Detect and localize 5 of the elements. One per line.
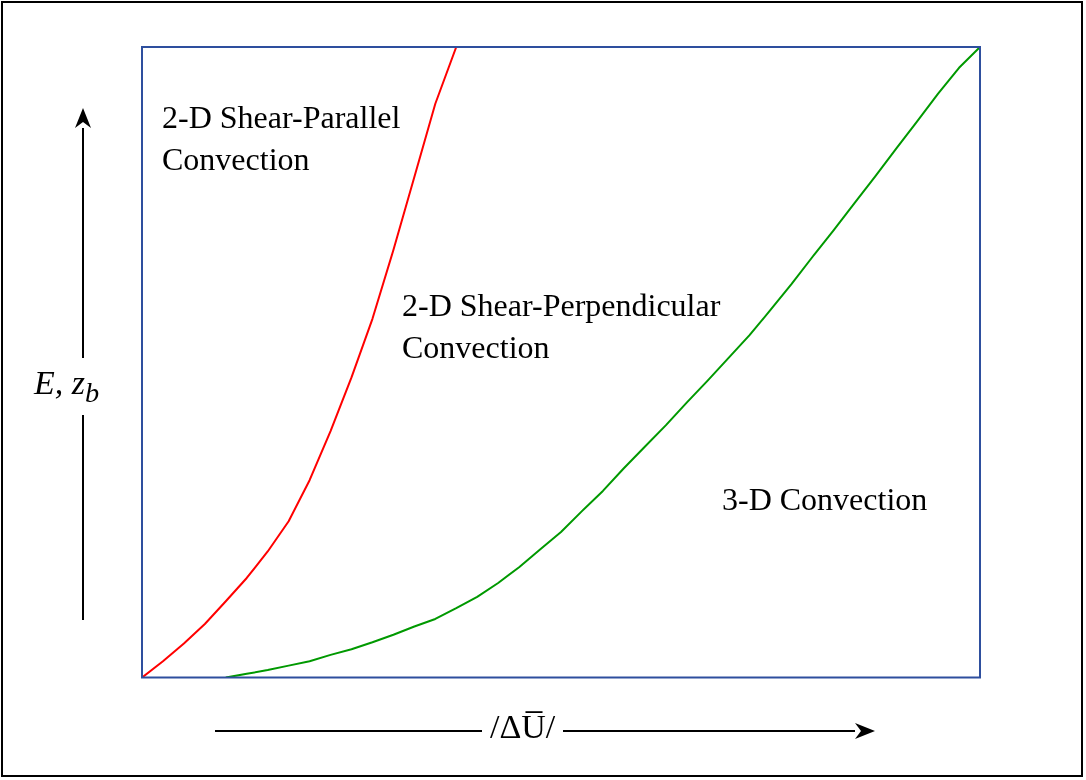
annotation: 3-D Convection [722, 480, 929, 519]
annotation: 2-D Shear-Perpendicular Convection [402, 286, 722, 367]
annotation: 2-D Shear-Parallel Convection [162, 98, 402, 179]
x-axis-title: /ΔU̅/ [482, 708, 564, 746]
y-axis-title: E, z$_{b}$ [34, 364, 100, 408]
